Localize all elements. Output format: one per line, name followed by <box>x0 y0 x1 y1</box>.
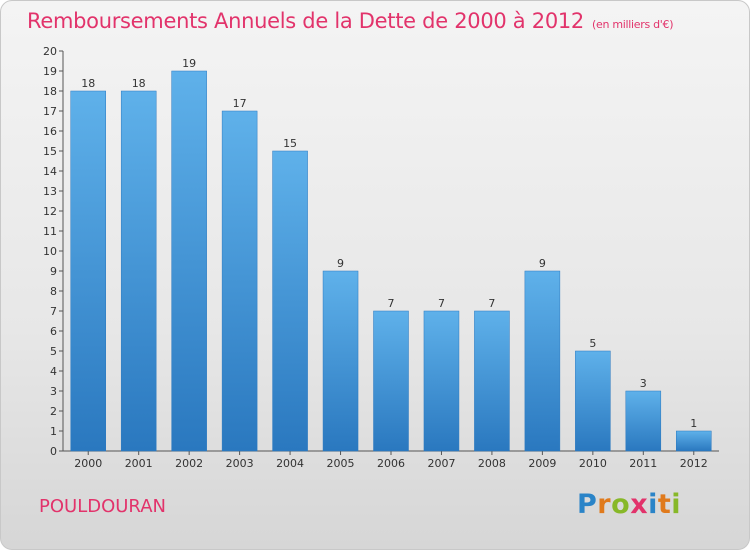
x-tick-label-2007: 2007 <box>427 457 455 470</box>
data-label-2008: 7 <box>488 297 495 310</box>
commune-name: POULDOURAN <box>39 496 166 517</box>
x-tick-label-2001: 2001 <box>125 457 153 470</box>
x-tick-label-2002: 2002 <box>175 457 203 470</box>
data-label-2002: 19 <box>182 57 196 70</box>
bar-2007 <box>423 310 460 452</box>
data-label-2012: 1 <box>690 417 697 430</box>
y-tick-label: 10 <box>43 245 57 258</box>
y-tick-label: 1 <box>50 425 57 438</box>
x-tick-label-2000: 2000 <box>74 457 102 470</box>
chart-unit: (en milliers d'€) <box>592 18 674 31</box>
data-label-2004: 15 <box>283 137 297 150</box>
y-tick-label: 18 <box>43 85 57 98</box>
data-label-2003: 17 <box>233 97 247 110</box>
chart-title-text: Remboursements Annuels de la Dette de 20… <box>27 9 584 33</box>
data-label-2009: 9 <box>539 257 546 270</box>
x-tick-label-2005: 2005 <box>327 457 355 470</box>
y-tick-label: 3 <box>50 385 57 398</box>
y-tick-label: 12 <box>43 205 57 218</box>
logo-letter: o <box>611 489 631 520</box>
y-tick-label: 4 <box>50 365 57 378</box>
bar-2005 <box>322 270 359 452</box>
bar-2011 <box>625 390 662 452</box>
x-tick-label-2012: 2012 <box>680 457 708 470</box>
logo-letter: i <box>671 489 682 520</box>
y-tick-label: 2 <box>50 405 57 418</box>
x-tick-label-2009: 2009 <box>528 457 556 470</box>
x-tick-label-2003: 2003 <box>226 457 254 470</box>
data-label-2005: 9 <box>337 257 344 270</box>
y-tick-label: 15 <box>43 145 57 158</box>
bar-2009 <box>524 270 561 452</box>
x-tick-label-2011: 2011 <box>629 457 657 470</box>
y-tick-label: 8 <box>50 285 57 298</box>
data-label-2010: 5 <box>589 337 596 350</box>
x-tick-label-2010: 2010 <box>579 457 607 470</box>
logo-letter: t <box>657 489 672 520</box>
logo-letter: r <box>597 489 612 520</box>
data-label-2000: 18 <box>81 77 95 90</box>
y-tick-label: 19 <box>43 65 57 78</box>
bar-2008 <box>474 310 510 452</box>
bar-2003 <box>221 110 258 452</box>
y-tick-label: 0 <box>50 445 57 458</box>
bar-2002 <box>171 70 207 452</box>
y-tick-label: 17 <box>43 105 57 118</box>
x-tick-label-2004: 2004 <box>276 457 304 470</box>
bar-2006 <box>373 310 409 452</box>
bar-2004 <box>272 150 308 452</box>
x-tick-label-2006: 2006 <box>377 457 405 470</box>
logo-letter: x <box>630 489 649 520</box>
y-tick-label: 7 <box>50 305 57 318</box>
bar-2010 <box>575 350 611 452</box>
proxiti-logo: Proxiti <box>577 489 681 520</box>
y-tick-label: 13 <box>43 185 57 198</box>
bar-2001 <box>120 90 157 452</box>
chart-title: Remboursements Annuels de la Dette de 20… <box>27 9 673 33</box>
data-label-2001: 18 <box>132 77 146 90</box>
bar-2000 <box>70 90 106 452</box>
data-label-2006: 7 <box>388 297 395 310</box>
y-tick-label: 6 <box>50 325 57 338</box>
y-tick-label: 11 <box>43 225 57 238</box>
y-tick-label: 20 <box>43 45 57 58</box>
logo-letter: P <box>577 489 598 520</box>
data-label-2007: 7 <box>438 297 445 310</box>
logo-letter: i <box>648 489 658 520</box>
y-tick-label: 5 <box>50 345 57 358</box>
y-tick-label: 9 <box>50 265 57 278</box>
y-tick-label: 16 <box>43 125 57 138</box>
x-tick-label-2008: 2008 <box>478 457 506 470</box>
y-tick-label: 14 <box>43 165 57 178</box>
bar-2012 <box>676 430 712 452</box>
data-label-2011: 3 <box>640 377 647 390</box>
